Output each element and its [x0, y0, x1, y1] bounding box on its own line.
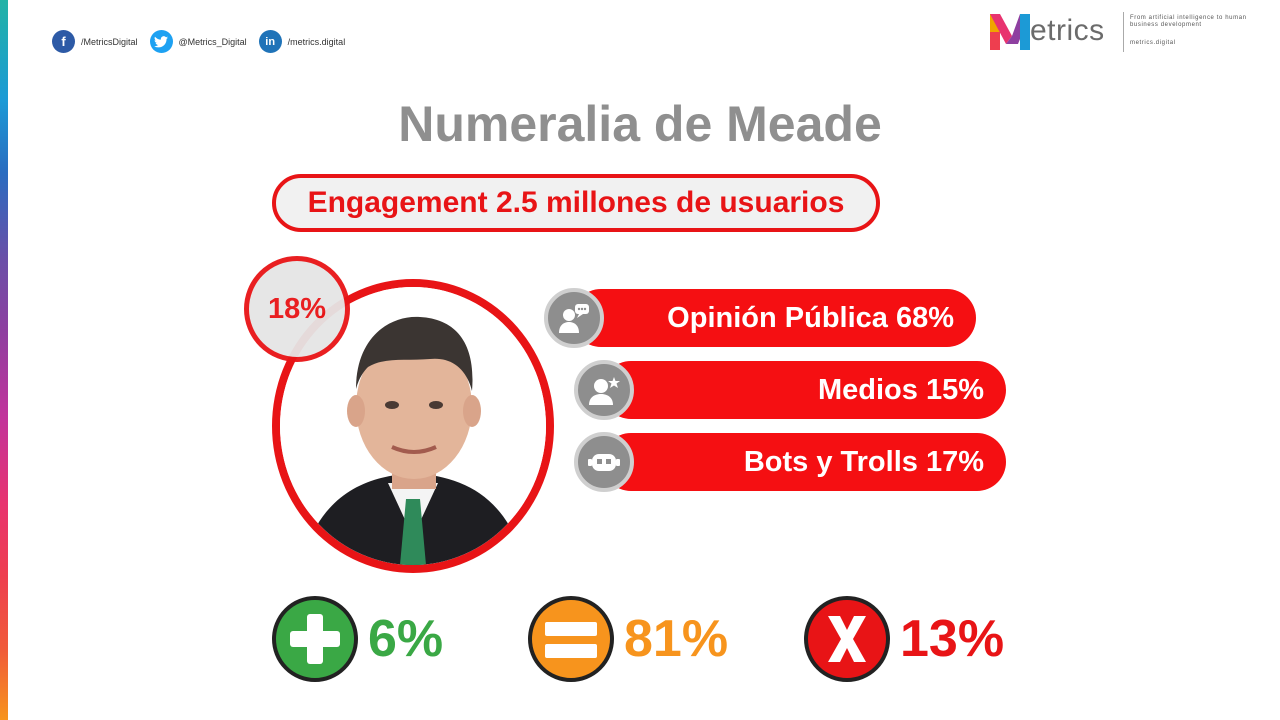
- linkedin-handle: /metrics.digital: [287, 36, 346, 47]
- public-opinion-icon: [544, 288, 604, 348]
- twitter-link[interactable]: @Metrics_Digital: [149, 30, 247, 53]
- logo-divider: [1123, 12, 1124, 52]
- metrics-m-icon: [990, 14, 1030, 50]
- sentiment-neutral: 81%: [528, 596, 728, 682]
- x-icon: [804, 596, 890, 682]
- metrics-logo: etrics From artificial intelligence to h…: [990, 12, 1250, 56]
- facebook-icon: f: [52, 30, 75, 53]
- stat-label: Opinión Pública 68%: [667, 301, 954, 334]
- plus-icon: [272, 596, 358, 682]
- twitter-icon: [149, 30, 173, 53]
- stat-label: Bots y Trolls 17%: [743, 445, 984, 478]
- percentage-badge: 18%: [244, 256, 350, 362]
- logo-url: metrics.digital: [1130, 40, 1176, 46]
- facebook-handle: /MetricsDigital: [81, 36, 138, 47]
- left-color-strip: [0, 0, 8, 720]
- media-icon: [574, 360, 634, 420]
- stat-bar-public-opinion: Opinión Pública 68%: [572, 289, 976, 347]
- engagement-pill: Engagement 2.5 millones de usuarios: [272, 174, 880, 232]
- logo-wordmark: etrics: [1030, 14, 1105, 47]
- linkedin-link[interactable]: in /metrics.digital: [258, 30, 346, 53]
- facebook-link[interactable]: f /MetricsDigital: [52, 30, 138, 53]
- neutral-value: 81%: [624, 610, 729, 668]
- stat-bar-bots: Bots y Trolls 17%: [602, 433, 1006, 491]
- logo-tagline: From artificial intelligence to human bu…: [1130, 15, 1247, 28]
- bot-icon: [574, 432, 634, 492]
- equals-icon: [528, 596, 614, 682]
- page-title: Numeralia de Meade: [398, 96, 882, 152]
- linkedin-icon: in: [258, 30, 282, 53]
- sentiment-negative: 13%: [804, 596, 1004, 682]
- social-links: f /MetricsDigital @Metrics_Digital in /m…: [52, 30, 357, 53]
- stat-label: Medios 15%: [818, 373, 984, 406]
- candidate-photo: [272, 279, 554, 573]
- stat-bar-media: Medios 15%: [602, 361, 1006, 419]
- twitter-handle: @Metrics_Digital: [178, 36, 247, 47]
- negative-value: 13%: [900, 610, 1005, 668]
- sentiment-positive: 6%: [272, 596, 443, 682]
- positive-value: 6%: [368, 610, 444, 668]
